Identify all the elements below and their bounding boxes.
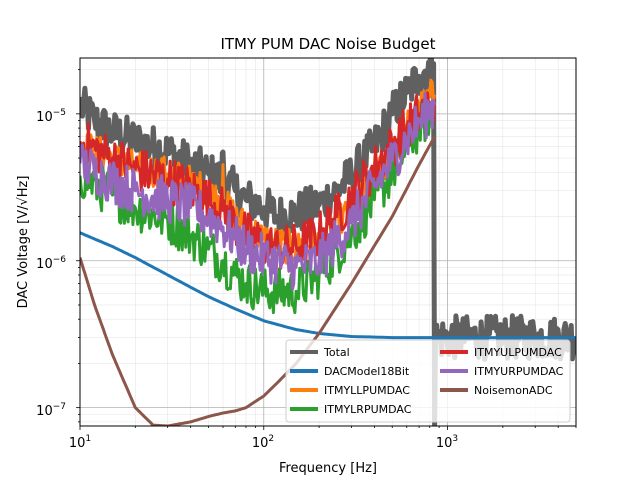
legend: Total DACModel18Bit ITMYLLPUMDAC ITMYLRP… (285, 339, 571, 423)
x-tick-label: 103 (436, 434, 458, 451)
y-tick-labels: 10−7 10−6 10−5 (36, 108, 66, 419)
x-tick-label: 102 (252, 434, 274, 451)
legend-label: ITMYURPUMDAC (474, 365, 564, 378)
y-tick-label: 10−7 (36, 402, 66, 419)
legend-frame (285, 339, 571, 423)
legend-label: ITMYLRPUMDAC (324, 403, 412, 416)
legend-entry: ITMYURPUMDAC (440, 365, 564, 378)
x-tick-labels: 101 102 103 (69, 434, 458, 451)
legend-entry: Total (290, 346, 350, 359)
plot-frame (79, 57, 577, 427)
series-layer (80, 58, 576, 426)
series-line-ITMYURPUMDAC (80, 91, 437, 291)
x-tick-label: 101 (69, 434, 91, 451)
y-tick-label: 10−6 (36, 255, 66, 272)
x-axis-label: Frequency [Hz] (279, 461, 377, 476)
legend-label: NoisemonADC (474, 384, 553, 397)
y-axis-label: DAC Voltage [V/√Hz] (16, 176, 31, 309)
chart-title: ITMY PUM DAC Noise Budget (220, 35, 435, 53)
legend-entry: NoisemonADC (440, 384, 553, 397)
legend-entry: DACModel18Bit (290, 365, 410, 378)
legend-label: DACModel18Bit (324, 365, 410, 378)
legend-label: Total (323, 346, 350, 359)
series-line-DACModel18Bit (80, 231, 576, 340)
legend-label: ITMYLLPUMDAC (324, 384, 410, 397)
legend-entry: ITMYLLPUMDAC (290, 384, 410, 397)
y-tick-label: 10−5 (36, 108, 66, 125)
legend-entry: ITMYLRPUMDAC (290, 403, 412, 416)
series-line-NoisemonADC (80, 135, 436, 426)
legend-label: ITMYULPUMDAC (474, 346, 562, 359)
series-line-ITMYULPUMDAC (80, 91, 437, 270)
legend-entry: ITMYULPUMDAC (440, 346, 562, 359)
